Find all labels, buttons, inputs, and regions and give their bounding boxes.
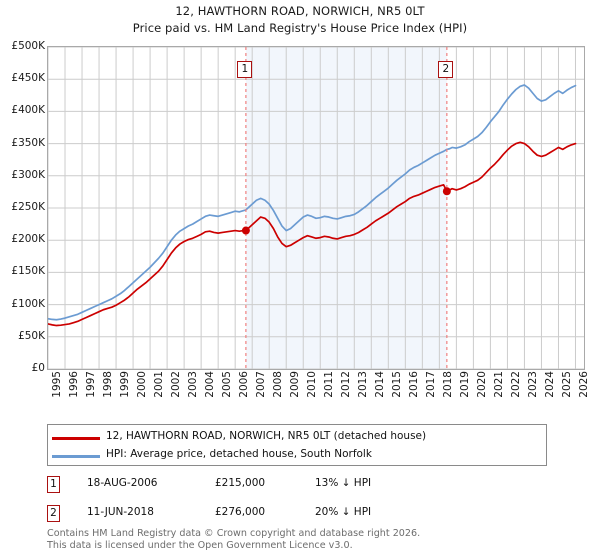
x-tick-label: 2010 [306, 371, 319, 398]
legend-item: HPI: Average price, detached house, Sout… [48, 446, 546, 467]
chart-plot-area [47, 46, 585, 370]
footer-attribution: Contains HM Land Registry data © Crown c… [47, 528, 587, 551]
legend-label: 12, HAWTHORN ROAD, NORWICH, NR5 0LT (det… [106, 430, 427, 442]
x-axis: 1995 1996 1997 1998 1999 2000 2001 2002 2003 2004… [47, 371, 590, 411]
x-tick-label: 2020 [476, 371, 489, 398]
transaction-hpi-delta: 20% ↓ HPI [315, 506, 372, 518]
x-tick-label: 1998 [102, 371, 115, 398]
chart-svg [48, 47, 584, 369]
x-tick-label: 2000 [136, 371, 149, 398]
marker-flag-1: 1 [237, 61, 253, 78]
x-tick-label: 2022 [510, 371, 523, 398]
x-tick-label: 2016 [408, 371, 421, 398]
sale-point [241, 226, 250, 235]
x-tick-label: 2026 [578, 371, 591, 398]
page-title: 12, HAWTHORN ROAD, NORWICH, NR5 0LT [175, 4, 425, 18]
legend-item: 12, HAWTHORN ROAD, NORWICH, NR5 0LT (det… [48, 428, 546, 449]
y-tick-label: £450K [11, 72, 45, 85]
y-tick-label: £500K [11, 40, 45, 52]
x-tick-label: 2017 [425, 371, 438, 398]
legend-color-swatch [52, 437, 100, 440]
x-tick-label: 2015 [391, 371, 404, 398]
x-tick-label: 2006 [238, 371, 251, 398]
y-tick-label: £350K [11, 136, 45, 149]
x-tick-label: 2019 [459, 371, 472, 398]
x-tick-label: 2001 [153, 371, 166, 398]
y-tick-label: £100K [11, 297, 45, 310]
chart-legend: 12, HAWTHORN ROAD, NORWICH, NR5 0LT (det… [47, 424, 547, 466]
transaction-date: 18-AUG-2006 [87, 477, 158, 489]
x-tick-label: 2014 [374, 371, 387, 398]
x-tick-label: 2011 [323, 371, 336, 398]
x-tick-label: 2002 [170, 371, 183, 398]
hpi-line [48, 84, 577, 321]
x-tick-label: 1999 [119, 371, 132, 398]
transaction-hpi-delta: 13% ↓ HPI [315, 477, 372, 489]
x-tick-label: 1995 [51, 371, 63, 398]
footer-line-1: Contains HM Land Registry data © Crown c… [47, 528, 421, 539]
x-tick-label: 2003 [187, 371, 200, 398]
transaction-row: 2 11-JUN-2018 £276,000 20% ↓ HPI [47, 505, 567, 529]
transaction-price: £276,000 [215, 506, 266, 518]
legend-label: HPI: Average price, detached house, Sout… [106, 448, 372, 460]
transaction-price: £215,000 [215, 477, 266, 489]
transaction-index-badge: 2 [47, 505, 60, 522]
marker-flag-2: 2 [438, 61, 454, 78]
price-paid-line [48, 141, 577, 327]
y-tick-label: £250K [11, 201, 45, 213]
x-tick-label: 2012 [340, 371, 353, 398]
x-tick-label: 2005 [221, 371, 234, 398]
x-tick-label: 2013 [357, 371, 370, 398]
x-tick-label: 2018 [442, 371, 455, 398]
page-subtitle: Price paid vs. HM Land Registry's House … [132, 21, 468, 35]
x-tick-label: 2008 [272, 371, 285, 398]
x-tick-label: 2004 [204, 371, 217, 398]
x-tick-label: 2009 [289, 371, 302, 398]
sale-point [442, 187, 451, 196]
y-tick-label: £300K [11, 168, 45, 181]
y-tick-label: £200K [11, 233, 45, 246]
y-tick-label: £150K [11, 265, 45, 278]
transaction-row: 1 18-AUG-2006 £215,000 13% ↓ HPI [47, 476, 567, 500]
x-tick-label: 2024 [544, 371, 557, 398]
transaction-index-badge: 1 [47, 476, 60, 493]
x-tick-label: 1997 [85, 371, 98, 398]
x-tick-label: 2023 [527, 371, 540, 398]
x-tick-label: 1996 [68, 371, 81, 398]
y-axis: £0 £50K £100K £150K £200K £250K £300K £350K £400… [0, 0, 45, 560]
y-tick-label: £400K [11, 104, 45, 117]
transaction-date: 11-JUN-2018 [87, 506, 154, 518]
x-tick-label: 2007 [255, 371, 268, 398]
y-tick-label: £50K [18, 329, 45, 342]
footer-line-2: This data is licensed under the Open Gov… [47, 539, 353, 551]
x-tick-label: 2025 [561, 371, 574, 398]
x-tick-label: 2021 [493, 371, 506, 398]
legend-color-swatch [52, 455, 100, 458]
y-tick-label: £0 [31, 362, 45, 374]
